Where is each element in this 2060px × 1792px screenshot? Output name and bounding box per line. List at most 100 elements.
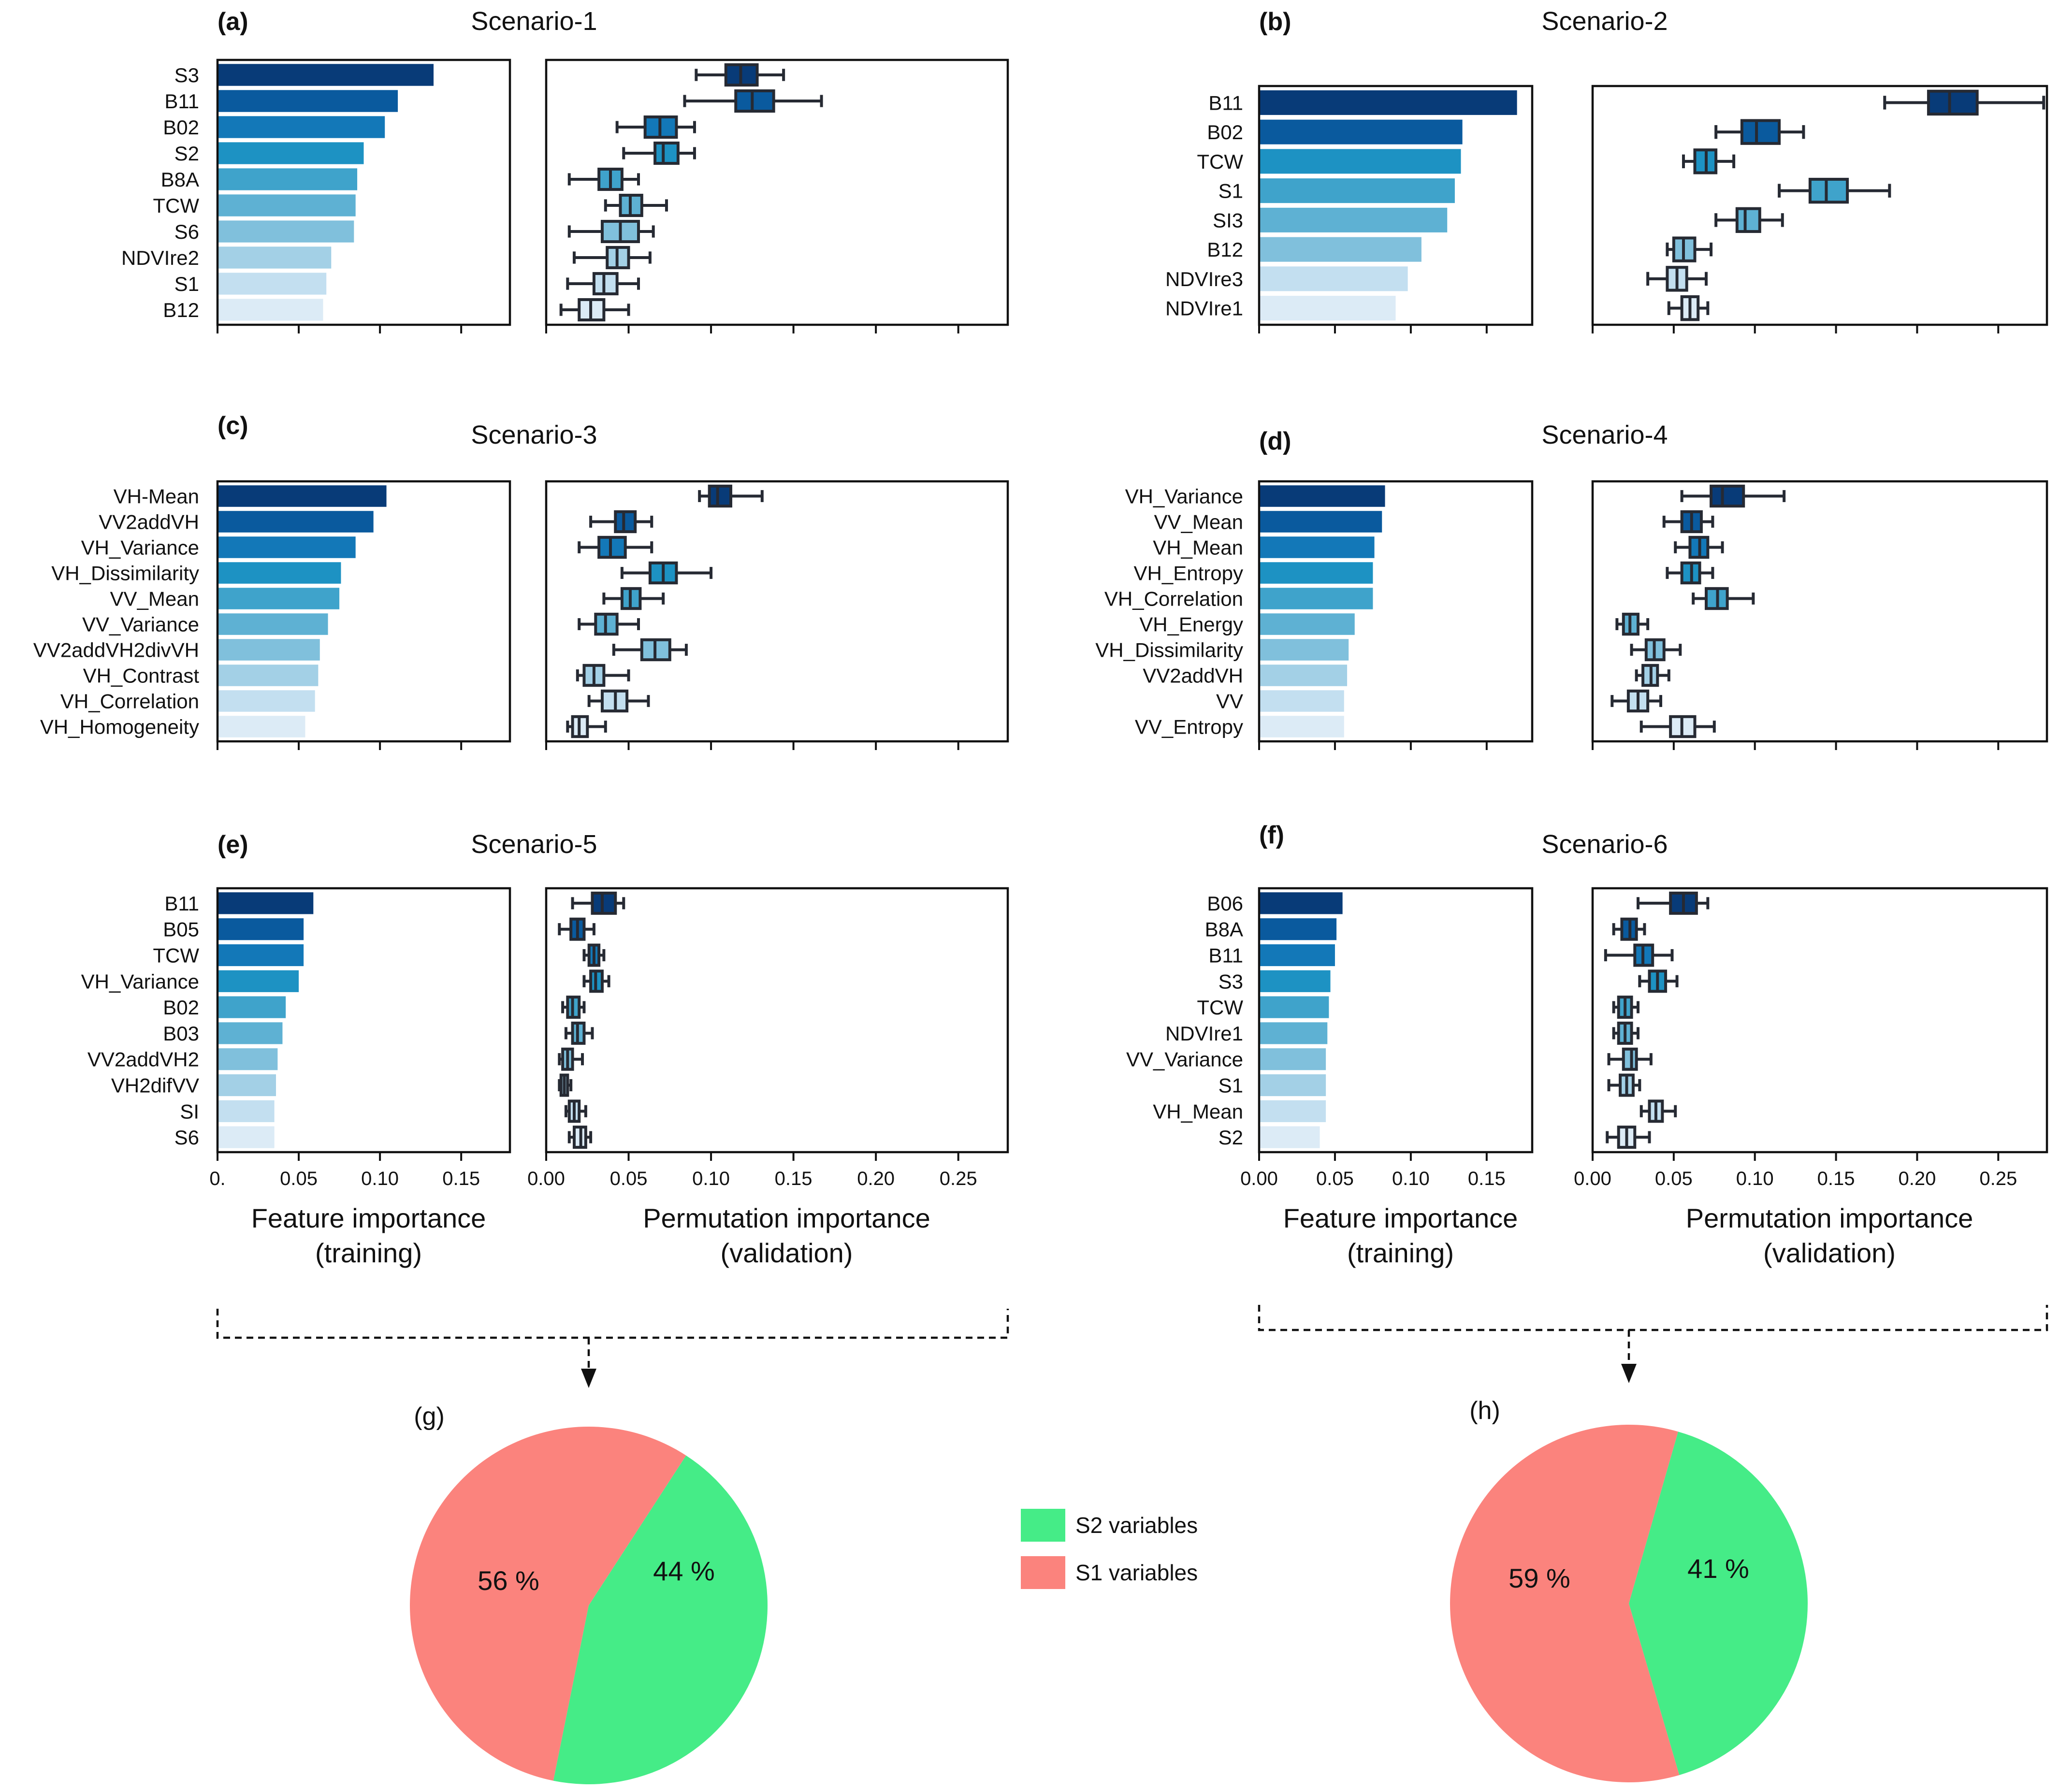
feature-label: B12 [163, 299, 199, 321]
panel-title: Scenario-2 [1541, 7, 1668, 36]
importance-box [1635, 664, 1670, 687]
feature-bar [1259, 639, 1349, 661]
box-iqr [591, 891, 617, 915]
feature-bar [1259, 1126, 1320, 1148]
importance-box [589, 510, 653, 534]
feature-bar [1259, 716, 1344, 737]
feature-axis-title: Feature importance [251, 1203, 486, 1233]
perm-tick-label: 0.05 [610, 1168, 648, 1189]
feature-label: VH-Mean [114, 485, 199, 508]
perm-axis-title: (validation) [1763, 1238, 1896, 1268]
feature-label: VH_Correlation [1104, 588, 1243, 610]
box-iqr [1808, 177, 1849, 204]
feature-label: VH_Variance [81, 536, 199, 559]
feature-label: B8A [1205, 918, 1243, 941]
pie-h: (h) 59 % 41 % [1450, 1397, 1808, 1783]
panel-tag: (b) [1259, 8, 1291, 36]
feature-bar [218, 970, 299, 992]
panel-title: Scenario-3 [471, 420, 597, 449]
feature-bar [218, 918, 304, 940]
feature-label: VV2addVH [1143, 665, 1243, 687]
box-iqr [1622, 1047, 1638, 1071]
perm-tick-label: 0.00 [527, 1168, 565, 1189]
importance-box [576, 664, 630, 687]
feature-bar [218, 892, 314, 914]
feature-label: B05 [163, 918, 199, 941]
box-iqr [1710, 484, 1745, 508]
feature-bar [218, 562, 341, 584]
feature-bar [1259, 665, 1348, 686]
importance-box [1680, 484, 1786, 508]
importance-box [558, 1047, 584, 1071]
importance-box [561, 996, 586, 1019]
perm-tick-label: 0.10 [692, 1168, 730, 1189]
feature-axis-title: (training) [315, 1238, 422, 1268]
feature-label: VH_Dissimilarity [1095, 639, 1243, 662]
pie-percent-label: 44 % [653, 1556, 715, 1586]
feature-bar [1259, 536, 1375, 558]
feature-axes-frame [216, 480, 511, 743]
feature-label: VV_Variance [82, 613, 199, 636]
perm-tick-label: 0.15 [775, 1168, 812, 1189]
feature-label: TCW [1197, 150, 1243, 173]
pie-g: (g) 56 % 44 % [410, 1402, 768, 1784]
feature-label: VH_Dissimilarity [51, 562, 199, 585]
feature-label: VH_Energy [1139, 613, 1243, 636]
importance-box [620, 561, 713, 585]
feature-bar [218, 220, 354, 243]
box-iqr [597, 535, 627, 559]
pie-percent-label: 59 % [1509, 1563, 1570, 1593]
perm-tick-label: 0.10 [1736, 1168, 1774, 1189]
importance-box [1639, 1099, 1677, 1123]
feature-bar [218, 996, 286, 1018]
legend-swatch [1021, 1556, 1065, 1589]
importance-box [1692, 587, 1755, 610]
importance-box [582, 943, 606, 967]
pie-percent-label: 41 % [1687, 1553, 1749, 1584]
feature-label: B06 [1207, 892, 1243, 915]
feature-bar [1259, 562, 1373, 584]
feature-axes-frame [1258, 887, 1534, 1154]
feature-label: VV2addVH2 [87, 1048, 199, 1071]
feature-bar [218, 273, 327, 295]
importance-box [582, 969, 610, 993]
feature-bar [218, 64, 434, 86]
feature-bar [1259, 178, 1455, 203]
feature-label: TCW [153, 194, 199, 217]
feature-bar [218, 1022, 283, 1044]
feature-bar [1259, 237, 1422, 262]
perm-tick-label: 0.05 [1655, 1168, 1693, 1189]
feature-bar [218, 511, 374, 533]
feature-label: B11 [164, 90, 199, 113]
feature-label: NDVIre1 [1165, 297, 1243, 320]
importance-box [587, 689, 650, 713]
feature-label: VH_Correlation [60, 690, 199, 713]
importance-box [1883, 89, 2045, 116]
feature-bar [218, 168, 358, 190]
feature-bar [218, 194, 356, 217]
importance-box [571, 891, 625, 915]
feature-bar [218, 299, 323, 321]
feature-label: VH_Contrast [83, 665, 200, 687]
importance-box [1612, 917, 1646, 941]
perm-axes-frame [545, 58, 1009, 326]
importance-box [1639, 715, 1716, 738]
box-iqr [653, 141, 680, 165]
feature-label: S1 [1219, 1074, 1243, 1097]
feature-label: S1 [174, 273, 199, 295]
perm-tick-label: 0.20 [857, 1168, 895, 1189]
panel-title: Scenario-5 [471, 830, 597, 859]
importance-box [1638, 969, 1679, 993]
feature-bar [1259, 944, 1335, 967]
group-bracket [216, 1309, 1009, 1388]
legend-label: S1 variables [1075, 1560, 1198, 1585]
feature-label: VV_Variance [1126, 1048, 1243, 1071]
perm-axis-title: (validation) [721, 1238, 853, 1268]
importance-box [602, 587, 665, 610]
importance-box [698, 484, 764, 508]
importance-box [559, 298, 630, 322]
feature-label: B12 [1207, 238, 1243, 261]
feature-label: S6 [174, 1126, 199, 1149]
panel-e: (e) Scenario-5 B11 B05 TCW VH_Variance B02 B03 V… [81, 830, 1009, 1268]
